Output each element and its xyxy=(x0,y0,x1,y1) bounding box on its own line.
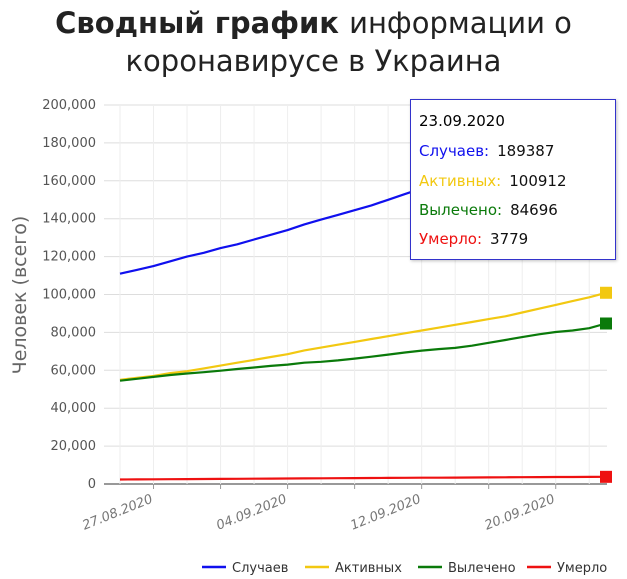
series-line-3 xyxy=(119,475,607,481)
y-tick-label: 140,000 xyxy=(42,212,96,227)
legend-label-2: Вылечено xyxy=(448,561,516,576)
tooltip-value-recovered: 84696 xyxy=(510,201,558,219)
tooltip-label-active: Активных: xyxy=(419,172,502,190)
tooltip-label-recovered: Вылечено: xyxy=(419,201,503,219)
tooltip-row-active: Активных: 100912 xyxy=(419,172,567,190)
y-tick-label: 80,000 xyxy=(51,325,97,340)
y-tick-label: 100,000 xyxy=(42,288,96,303)
y-tick-label: 200,000 xyxy=(42,98,96,113)
tooltip-label-cases: Случаев: xyxy=(419,142,490,160)
y-tick-label: 180,000 xyxy=(42,136,96,151)
y-axis-label: Человек (всего) xyxy=(9,216,31,375)
series-line-1 xyxy=(119,291,607,381)
tooltip-value-deaths: 3779 xyxy=(490,230,529,248)
series-end-marker-3 xyxy=(600,470,612,483)
tooltip-value-active: 100912 xyxy=(509,172,567,190)
legend-label-0: Случаев xyxy=(232,561,288,576)
tooltip-value-cases: 189387 xyxy=(497,142,555,160)
data-tooltip: 23.09.2020 Случаев: 189387 Активных: 10091… xyxy=(410,99,616,260)
legend-label-3: Умерло xyxy=(557,561,607,576)
tooltip-row-cases: Случаев: 189387 xyxy=(419,142,554,160)
x-tick-label: 27.08.2020 xyxy=(80,492,155,534)
y-tick-label: 40,000 xyxy=(51,401,97,416)
x-tick-label: 20.09.2020 xyxy=(483,492,558,534)
grid-lines xyxy=(104,104,607,485)
chart-title-rest: информации о коронавирусе в Украина xyxy=(125,6,572,78)
x-tick-label: 04.09.2020 xyxy=(214,492,289,534)
legend-label-1: Активных xyxy=(335,561,402,576)
tooltip-date: 23.09.2020 xyxy=(419,112,505,130)
series-end-marker-2 xyxy=(600,317,612,330)
legend: Случаев Активных Вылечено Умерло xyxy=(202,561,607,576)
y-tick-label: 60,000 xyxy=(51,363,97,378)
series-end-marker-1 xyxy=(600,286,612,299)
x-tick-label: 12.09.2020 xyxy=(349,492,424,534)
tooltip-row-recovered: Вылечено: 84696 xyxy=(419,201,558,219)
series-line-2 xyxy=(119,322,607,382)
y-tick-label: 20,000 xyxy=(51,439,97,454)
tooltip-label-deaths: Умерло: xyxy=(419,230,483,248)
y-tick-label: 120,000 xyxy=(42,250,96,265)
y-tick-label: 160,000 xyxy=(42,174,96,189)
y-tick-label: 0 xyxy=(88,477,96,492)
chart-title-bold: Сводный график xyxy=(55,6,339,40)
chart-title: Сводный график информации о коронавирусе… xyxy=(0,4,627,80)
tooltip-row-deaths: Умерло: 3779 xyxy=(419,230,528,248)
